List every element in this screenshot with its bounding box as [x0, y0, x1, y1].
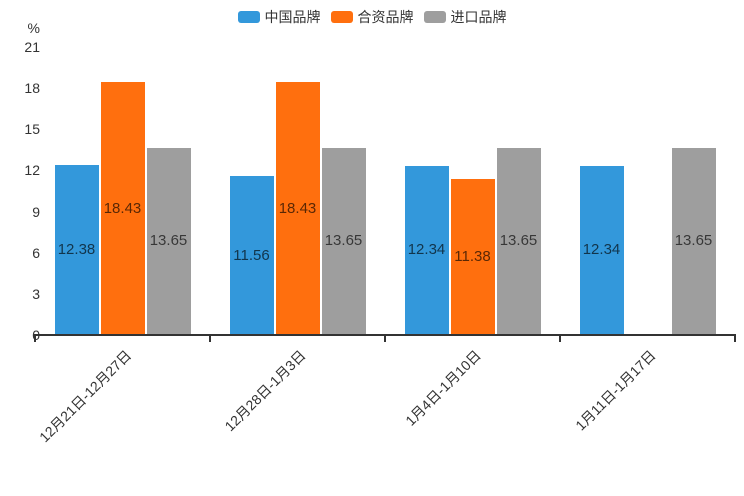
y-axis-unit-label: %: [27, 20, 40, 36]
bar-value-label: 11.56: [233, 246, 270, 264]
bar-value-label: 13.65: [324, 232, 363, 250]
legend-label: 中国品牌: [264, 9, 321, 25]
x-axis-tick: [34, 334, 36, 342]
x-axis-label: 1月4日-1月10日: [402, 347, 484, 429]
bar[interactable]: [404, 165, 449, 335]
bar-value-label: 13.65: [674, 232, 713, 250]
legend-label: 合资品牌: [357, 9, 414, 25]
bar-value-label: 11.38: [454, 247, 491, 265]
legend-item-2[interactable]: 合资品牌: [330, 9, 414, 25]
legend-swatch-icon: [330, 11, 353, 23]
bar-value-label: 13.65: [499, 232, 538, 250]
bar[interactable]: [671, 147, 716, 335]
legend-item-3[interactable]: 进口品牌: [423, 9, 507, 25]
bar[interactable]: [146, 147, 191, 335]
legend-swatch-icon: [237, 11, 260, 23]
bar[interactable]: [321, 147, 366, 335]
y-axis-tick-label: 18: [24, 80, 40, 97]
bar-value-label: 12.38: [57, 241, 96, 259]
x-axis-tick: [209, 334, 211, 342]
legend-swatch-icon: [423, 11, 446, 23]
x-axis-label: 1月11日-1月17日: [572, 347, 659, 434]
bar-value-label: 12.34: [407, 241, 446, 259]
legend-item-1[interactable]: 中国品牌: [237, 9, 321, 25]
bar-value-label: 13.65: [149, 232, 188, 250]
chart-legend: 中国品牌 合资品牌 进口品牌: [0, 8, 744, 26]
bar-value-label: 18.43: [278, 199, 317, 217]
y-axis-tick-label: 3: [32, 285, 40, 302]
bar[interactable]: [450, 178, 495, 335]
y-axis-tick-label: 15: [24, 121, 40, 138]
y-axis-tick-label: 21: [24, 39, 40, 55]
x-axis-tick: [384, 334, 386, 342]
bar[interactable]: [229, 176, 274, 335]
bar[interactable]: [496, 147, 541, 335]
bar[interactable]: [579, 165, 624, 335]
bar[interactable]: [100, 82, 145, 335]
y-axis-tick-label: 9: [32, 203, 40, 220]
legend-label: 进口品牌: [450, 9, 507, 25]
x-axis-label: 12月28日-1月3日: [221, 347, 309, 435]
bar-value-label: 18.43: [103, 199, 142, 217]
x-axis-label: 12月21日-12月27日: [35, 347, 134, 446]
y-axis-tick-label: 6: [32, 244, 40, 261]
bar-value-label: 12.34: [582, 241, 621, 259]
bar[interactable]: [275, 82, 320, 335]
x-axis-tick: [559, 334, 561, 342]
y-axis-tick-label: 12: [24, 162, 40, 179]
bar[interactable]: [54, 165, 99, 335]
x-axis-tick: [734, 334, 736, 342]
